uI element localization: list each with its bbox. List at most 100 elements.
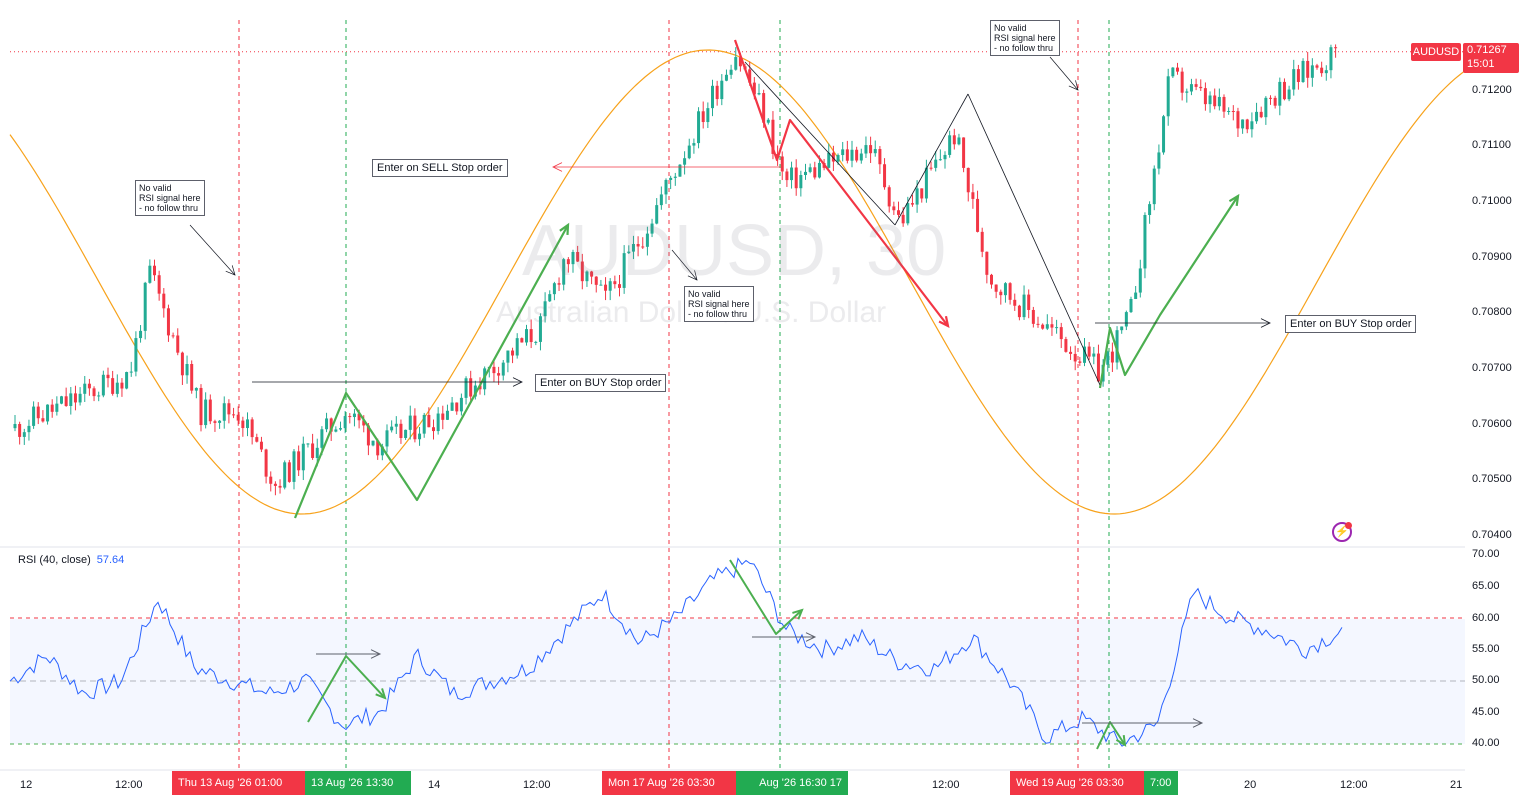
candle-body [590,271,594,277]
candle-body [645,233,649,247]
rsi-signal-arrow-head [1115,734,1127,747]
candle-body [143,282,147,331]
price-tick: 0.70900 [1472,251,1512,263]
candle-body [571,251,575,265]
time-tick: 12:00 [523,779,551,791]
candle-body [659,194,663,206]
candle-body [120,382,124,389]
candle-body [1296,69,1300,82]
candle-body [1236,111,1240,129]
rsi-legend[interactable]: RSI (40, close) 57.64 [18,554,124,566]
rsi-signal-arrow-head [375,688,387,700]
candle-body [180,352,184,376]
candle-body [1166,76,1170,117]
candle-body [1083,346,1086,363]
rsi-tick: 60.00 [1472,612,1500,624]
candle-body [13,423,17,429]
candle-body [552,283,556,295]
time-tick: 12 [20,779,33,791]
note-pointer [671,249,698,281]
candle-body [101,374,105,396]
candle-body [311,443,315,458]
candle-body [934,159,938,168]
candle-body [1073,353,1077,362]
candle-body [227,403,231,415]
alert-bolt-icon[interactable]: ⚡ [1332,522,1352,542]
time-tick: 12:00 [932,779,960,791]
candle-body [87,383,91,389]
candle-body [408,415,412,430]
candle-body [943,154,947,160]
candle-body [427,414,431,428]
candle-body [111,378,115,394]
candle-body [929,167,933,169]
candle-body [492,366,496,374]
rsi-tick: 65.00 [1472,580,1500,592]
candle-body [636,243,640,247]
candle-body [641,246,645,248]
candle-body [343,416,347,429]
candle-body [706,108,710,123]
candle-body [352,413,356,418]
annotation-note[interactable]: No valid RSI signal here - no follow thr… [684,286,754,322]
candle-body [269,476,273,484]
candle-body [985,251,989,275]
candle-body [585,271,589,282]
candle-body [64,396,68,407]
candle-body [1320,67,1324,74]
candle-body [1013,299,1017,306]
sell-order-label[interactable]: Enter on SELL Stop order [372,159,508,177]
candle-body [525,329,528,343]
candle-body [78,393,82,403]
candle-body [1124,312,1128,327]
candle-body [1287,89,1291,100]
candle-body [445,410,449,420]
rsi-tick: 45.00 [1472,706,1500,718]
candle-body [125,372,129,389]
candle-body [385,430,389,447]
candle-body [836,155,840,162]
candle-body [938,159,942,161]
candle-body [1259,111,1263,118]
candle-body [315,447,319,458]
candle-body [129,371,133,373]
candle-body [548,294,552,302]
candle-body [190,364,194,391]
candle-body [618,284,621,288]
candle-body [1199,86,1203,89]
candle-body [232,414,236,416]
candle-body [32,406,36,426]
candle-body [1157,152,1161,169]
price-tick: 0.70500 [1472,473,1512,485]
candle-body [73,393,77,403]
buy-order-label[interactable]: Enter on BUY Stop order [535,374,667,392]
time-tick: 14 [428,779,441,791]
candle-body [50,404,54,412]
candle-body [380,446,384,456]
candle-body [1306,60,1310,78]
candle-body [171,335,175,337]
candle-body [827,152,831,168]
price-tick: 0.71000 [1472,195,1512,207]
candle-body [757,93,761,95]
candle-body [562,259,566,285]
candle-body [697,111,701,144]
candle-body [1059,327,1063,340]
rsi-tick: 50.00 [1472,674,1500,686]
candle-body [1110,351,1114,363]
candle-body [213,421,217,423]
buy-stop-line-head [1260,318,1271,328]
candle-body [999,291,1003,296]
candle-body [1203,88,1207,105]
time-tick: 12:00 [115,779,143,791]
annotation-note[interactable]: No valid RSI signal here - no follow thr… [135,180,205,216]
candle-body [1050,324,1054,328]
candle-body [394,423,398,427]
buy-order-label[interactable]: Enter on BUY Stop order [1285,315,1417,333]
candle-body [199,387,203,426]
candle-body [878,149,882,165]
candle-body [208,399,212,422]
candle-body [69,393,73,407]
annotation-note[interactable]: No valid RSI signal here - no follow thr… [990,20,1060,56]
candle-body [1129,299,1133,313]
